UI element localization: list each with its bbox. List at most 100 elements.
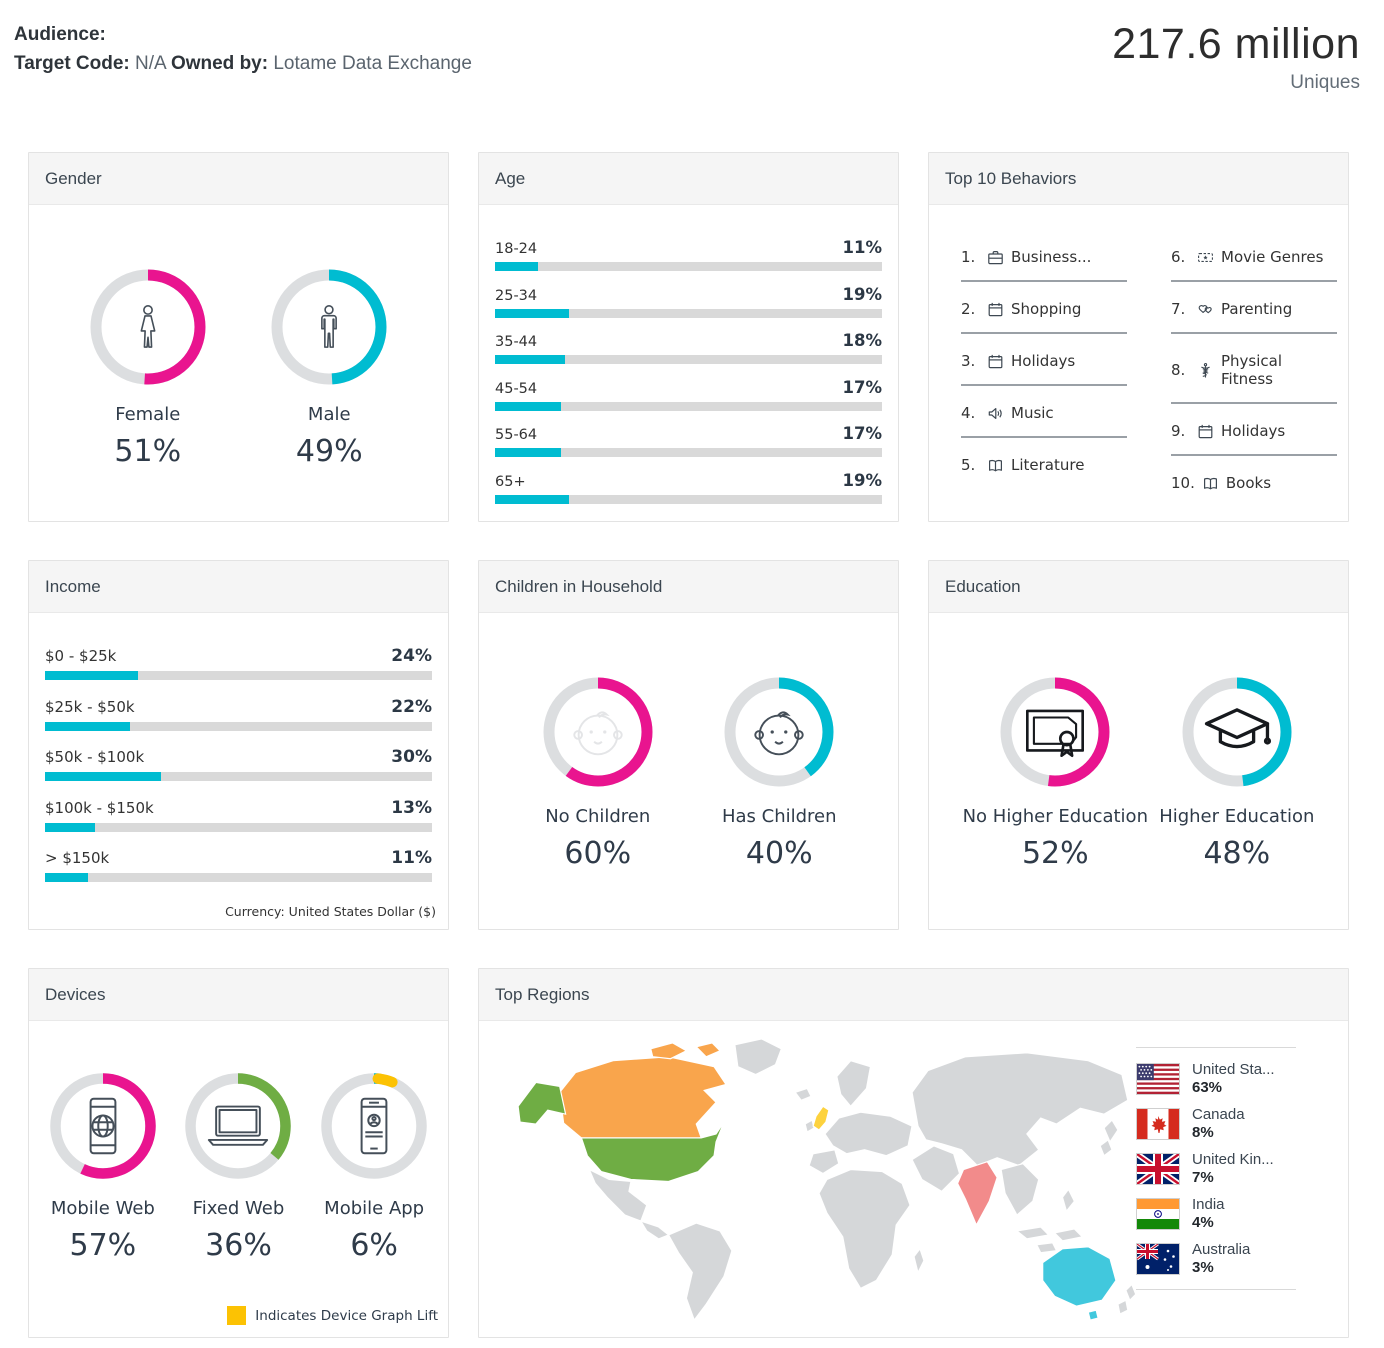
legend-country-pct: 4% [1192, 1214, 1214, 1231]
indonesia-shape [1035, 1242, 1058, 1254]
book-icon [987, 457, 1004, 474]
mexico-shape [588, 1168, 648, 1222]
australia-region [1042, 1246, 1117, 1307]
gender-panel-title: Gender [29, 153, 448, 205]
income-bucket-value: 24% [391, 646, 432, 666]
male-value: 49% [295, 434, 363, 469]
female-value: 51% [114, 434, 182, 469]
uniques-summary: 217.6 million Uniques [1112, 20, 1360, 94]
central-america-shape [639, 1219, 670, 1240]
new-zealand-shape [1117, 1299, 1129, 1315]
bar-fill [45, 873, 88, 882]
calendar-icon [987, 353, 1004, 370]
bar-track [495, 355, 882, 364]
graduation-cap-icon [1178, 673, 1296, 791]
bar-track [45, 671, 432, 680]
united-kingdom-region [812, 1105, 830, 1131]
age-panel-title: Age [479, 153, 898, 205]
alaska-region [517, 1081, 567, 1125]
age-bucket-label: 55-64 [495, 427, 538, 443]
behavior-label: Books [1225, 474, 1272, 492]
diploma-icon [996, 673, 1114, 791]
legend-country-pct: 7% [1192, 1169, 1214, 1186]
us-flag [1136, 1062, 1180, 1095]
mobile-app-donut: Mobile App 6% [317, 1069, 431, 1263]
behaviors-panel: Top 10 Behaviors 1. Business... 2. Shopp… [928, 152, 1349, 522]
united-states-region [580, 1121, 725, 1183]
africa-shape [818, 1168, 911, 1290]
legend-country-name: United Sta... [1192, 1061, 1275, 1078]
fixed-web-value: 36% [205, 1228, 272, 1263]
bar-track [45, 721, 432, 731]
age-bar-row: 55-64 17% [495, 424, 882, 457]
age-bucket-label: 35-44 [495, 334, 538, 350]
children-panel-title: Children in Household [479, 561, 898, 613]
higher-education-donut: Higher Education 48% [1159, 673, 1314, 871]
higher-education-label: Higher Education [1159, 806, 1315, 827]
behavior-label: Holidays [1221, 422, 1286, 440]
behavior-item: 7. Parenting [1171, 295, 1337, 334]
age-bucket-value: 17% [842, 424, 883, 443]
male-donut-chart [271, 269, 387, 385]
income-bar-row: > $150k 11% [45, 848, 432, 882]
female-donut: Female 51% [86, 265, 210, 469]
income-bar-row: $100k - $150k 13% [45, 798, 432, 832]
world-map [499, 1031, 1139, 1327]
no-higher-education-donut-chart [1000, 677, 1110, 787]
legend-item-united-states: United Sta... 63% [1136, 1061, 1296, 1096]
calendar-icon [987, 301, 1004, 318]
age-bucket-label: 45-54 [495, 380, 538, 397]
behavior-item: 3. Holidays [961, 347, 1127, 386]
new-zealand-shape [1125, 1283, 1137, 1302]
lift-legend-label: Indicates Device Graph Lift [255, 1307, 438, 1324]
bar-track [45, 873, 432, 882]
laptop-icon [181, 1069, 295, 1183]
uniques-value: 217.6 million [1112, 20, 1360, 68]
regions-legend: United Sta... 63% Canada 8% [1135, 1047, 1296, 1290]
currency-footnote: Currency: United States Dollar ($) [225, 904, 436, 919]
canada-arctic-islands [695, 1042, 722, 1058]
iberia-shape [808, 1149, 840, 1175]
behavior-label: Physical Fitness [1221, 352, 1283, 388]
owned-by-value: Lotame Data Exchange [273, 53, 472, 75]
canada-arctic-islands [650, 1042, 688, 1060]
behavior-rank: 4. [961, 404, 976, 422]
no-children-label: No Children [545, 806, 651, 827]
mobile-app-donut-chart [321, 1073, 427, 1179]
age-bar-row: 45-54 17% [495, 378, 882, 411]
indonesia-shape [1053, 1228, 1084, 1242]
audience-meta: Audience: Target Code: N/A Owned by: Lot… [14, 20, 472, 79]
mobile-app-label: Mobile App [324, 1198, 425, 1219]
age-bar-chart: 18-24 11% 25-34 19% 35-44 18% 45-54 17% 55-6… [479, 205, 898, 504]
income-bucket-value: 30% [391, 747, 432, 767]
no-children-value: 60% [564, 836, 632, 871]
japan-shape [1099, 1138, 1113, 1157]
age-bucket-label: 25-34 [495, 287, 538, 304]
bar-fill [495, 401, 561, 411]
fixed-web-donut: Fixed Web 36% [181, 1069, 295, 1263]
has-children-label: Has Children [721, 806, 837, 827]
europe-shape [824, 1111, 913, 1157]
income-bucket-value: 22% [391, 696, 432, 717]
no-higher-education-value: 52% [1021, 836, 1089, 871]
mobile-web-value: 57% [69, 1228, 137, 1263]
canada-region [559, 1056, 727, 1143]
bar-track [45, 822, 432, 832]
income-bucket-label: $25k - $50k [45, 697, 135, 716]
income-bucket-label: $100k - $150k [45, 798, 154, 817]
behaviors-panel-title: Top 10 Behaviors [929, 153, 1348, 205]
bar-fill [495, 262, 538, 271]
behavior-rank: 3. [961, 352, 976, 370]
income-bucket-value: 11% [391, 848, 432, 868]
legend-country-name: Australia [1192, 1241, 1251, 1258]
bar-track [495, 308, 882, 318]
legend-item-united-kingdom: United Kin... 7% [1135, 1151, 1296, 1186]
male-label: Male [307, 404, 351, 425]
behavior-item: 9. Holidays [1171, 417, 1337, 456]
age-bar-row: 35-44 18% [495, 331, 882, 364]
has-children-value: 40% [745, 836, 813, 871]
bar-fill [495, 448, 561, 457]
ticket-icon [1197, 249, 1214, 266]
mobile-web-donut-chart [50, 1073, 156, 1179]
legend-item-india: India 4% [1136, 1196, 1296, 1231]
